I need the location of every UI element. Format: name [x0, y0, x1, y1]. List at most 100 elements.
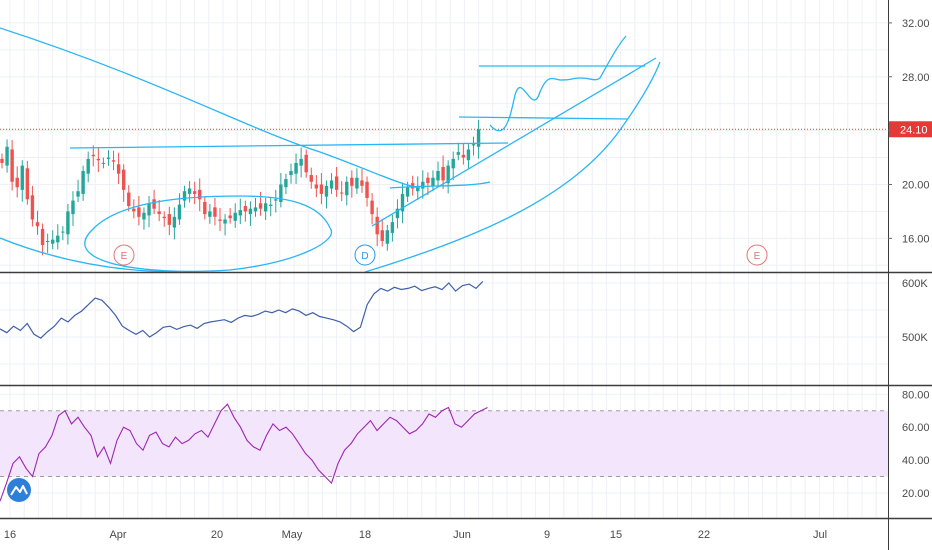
- candle-body: [446, 165, 450, 184]
- candle-body: [56, 235, 60, 243]
- last-price-label: 24.10: [900, 124, 928, 136]
- candle-body: [466, 149, 471, 161]
- rsi-tick-label: 40.00: [902, 455, 930, 467]
- candle-body: [451, 158, 455, 169]
- candle-body: [20, 165, 24, 190]
- x-tick-label: 9: [544, 529, 550, 541]
- candle-body: [10, 149, 14, 182]
- cup-curve: [364, 61, 661, 273]
- price-axis[interactable]: 32.0028.0024.0020.0016.0024.10600K500K80…: [888, 18, 932, 500]
- candle-body: [86, 158, 90, 174]
- volume-line: [0, 280, 484, 339]
- candle-body: [431, 177, 435, 186]
- candle-body: [152, 199, 156, 209]
- x-tick-label: 20: [211, 529, 223, 541]
- candle-body: [294, 162, 298, 174]
- candle-body: [360, 180, 364, 186]
- candle-body: [96, 158, 101, 161]
- x-tick-label: 15: [610, 529, 622, 541]
- y-tick-label: 16.00: [902, 233, 930, 245]
- candle-body: [208, 211, 212, 217]
- trend-drawings: [0, 27, 661, 273]
- candle-body: [355, 177, 359, 189]
- x-tick-label: May: [282, 529, 303, 541]
- candle-body: [35, 222, 40, 227]
- y-tick-label: 28.00: [902, 72, 930, 84]
- event-marker-label: D: [361, 251, 368, 262]
- candle-body: [25, 168, 30, 200]
- event-marker-label: E: [754, 251, 761, 262]
- candle-body: [263, 203, 268, 212]
- candle-body: [324, 185, 329, 197]
- lower-ellipse-1: [84, 227, 333, 272]
- candle-body: [456, 152, 460, 155]
- volume-series: [0, 280, 484, 339]
- x-tick-label: 16: [4, 529, 16, 541]
- candle-body: [441, 166, 445, 181]
- candle-body: [116, 164, 121, 174]
- x-tick-label: Apr: [109, 529, 126, 541]
- candle-body: [400, 193, 405, 212]
- x-tick-label: 18: [359, 529, 371, 541]
- candle-body: [269, 204, 273, 207]
- candle-body: [314, 184, 319, 189]
- resistance-line-1: [458, 116, 629, 120]
- candle-body: [213, 207, 217, 217]
- candle-body: [0, 158, 4, 163]
- candle-body: [172, 216, 177, 228]
- last-price-badge: [889, 121, 932, 138]
- candle-body: [218, 219, 222, 221]
- rsi-tick-label: 20.00: [902, 488, 930, 500]
- candle-body: [228, 215, 232, 219]
- candle-body: [192, 191, 197, 194]
- logo-mark: [10, 485, 28, 496]
- candle-body: [157, 211, 161, 215]
- candle-body: [476, 129, 481, 147]
- volume-tick-label: 600K: [902, 278, 928, 290]
- rsi-tick-label: 60.00: [902, 422, 930, 434]
- candle-body: [299, 158, 303, 166]
- x-tick-label: Jul: [813, 529, 827, 541]
- long-ma-curve: [0, 27, 421, 189]
- candle-body: [248, 208, 253, 215]
- lower-curve-left: [0, 237, 181, 273]
- candle-body: [380, 230, 384, 242]
- candle-body: [101, 162, 106, 164]
- tradingview-logo-icon[interactable]: [7, 478, 31, 502]
- candle-body: [284, 179, 288, 188]
- y-tick-label: 32.00: [902, 18, 930, 30]
- y-tick-label: 20.00: [902, 179, 930, 191]
- candle-body: [76, 191, 80, 197]
- candle-body: [253, 207, 258, 212]
- candle-body: [436, 171, 440, 181]
- candle-body: [461, 154, 466, 158]
- candle-body: [127, 192, 131, 207]
- event-marker-dividend: [354, 244, 376, 266]
- candle-body: [233, 212, 237, 221]
- candle-body: [111, 160, 116, 162]
- time-axis[interactable]: 16 Apr 20 May 18 Jun 9 15 22 Jul: [4, 529, 827, 541]
- candle-body: [334, 176, 339, 190]
- candle-body: [30, 195, 35, 220]
- candle-body: [339, 192, 344, 194]
- candle-body: [390, 222, 395, 233]
- rsi-band-fill: [0, 410, 888, 477]
- candle-body: [5, 146, 9, 166]
- rsi-band: [0, 410, 888, 478]
- candle-body: [238, 210, 242, 216]
- candle-body: [40, 228, 45, 246]
- candle-body: [289, 171, 293, 176]
- candle-body: [71, 200, 75, 215]
- candle-body: [187, 188, 192, 194]
- volume-tick-label: 500K: [902, 332, 928, 344]
- candle-body: [198, 189, 202, 200]
- candle-body: [471, 144, 476, 146]
- candles: [0, 119, 888, 256]
- candle-body: [329, 180, 334, 189]
- candle-body: [137, 207, 141, 217]
- candle-body: [421, 181, 425, 189]
- candle-body: [370, 200, 374, 215]
- candle-body: [309, 175, 313, 182]
- event-marker-earnings: [746, 244, 768, 266]
